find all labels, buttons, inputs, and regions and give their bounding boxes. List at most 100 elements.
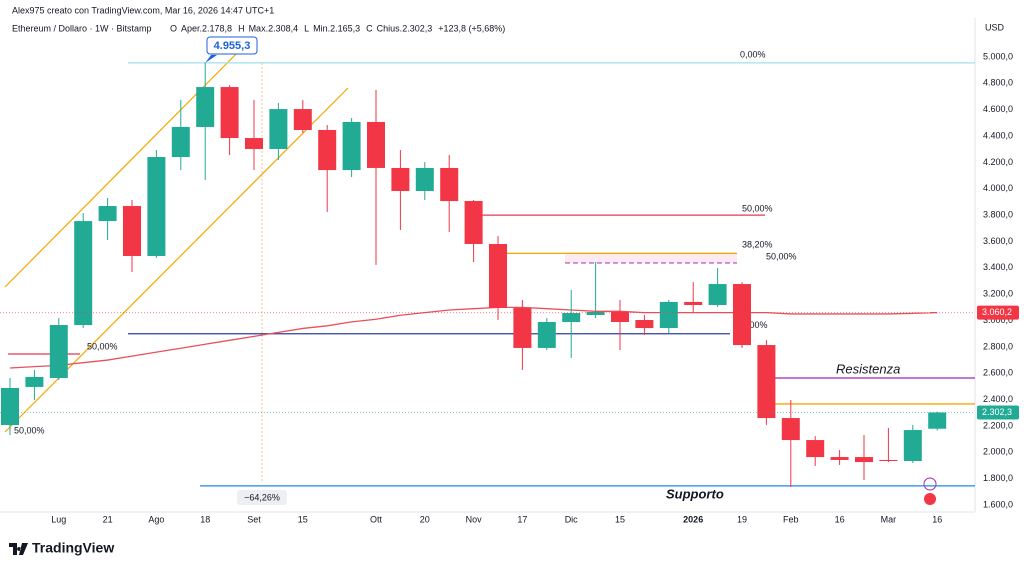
y-tick-label: 2.400,0 (983, 394, 1013, 404)
x-tick-label: Feb (783, 514, 799, 524)
x-tick-label: 16 (932, 514, 942, 524)
legend-key: H (238, 23, 245, 33)
x-tick-label: Dic (565, 514, 578, 524)
price-tag-label: 2.302,3 (982, 407, 1012, 417)
candle-body (123, 206, 141, 256)
candle-body (196, 87, 215, 127)
x-tick-label: 19 (737, 514, 747, 524)
legend-key: L (304, 23, 309, 33)
x-tick-label: Mar (881, 514, 897, 524)
price-tag (977, 405, 1019, 420)
candle-body (928, 412, 947, 429)
brand-logo: TradingView (9, 540, 114, 556)
y-tick-label: 2.200,0 (983, 420, 1013, 430)
legend-value: 2.165,3 (330, 23, 360, 33)
candle-body (415, 167, 434, 192)
level-label: 50,00% (742, 204, 773, 214)
y-tick-label: 3.000,0 (983, 315, 1013, 325)
level-label: 50,00% (766, 251, 797, 261)
x-tick-label: 21 (103, 514, 113, 524)
level-annotation: Resistenza (836, 361, 900, 376)
candle-body (25, 376, 44, 387)
callout-box (206, 36, 258, 55)
y-tick-label: 3.400,0 (983, 262, 1013, 272)
candle-body (220, 87, 239, 139)
candle-body (684, 301, 703, 305)
candle-body (342, 121, 361, 171)
level-label: 50,00% (14, 426, 45, 436)
candle-body (293, 109, 312, 131)
candle-body (367, 121, 385, 168)
level-label: 50,00% (87, 341, 118, 351)
candle-body (806, 440, 825, 458)
legend-change: +123,8 (+5,68%) (438, 23, 505, 33)
y-tick-label: 4.600,0 (983, 104, 1013, 114)
y-tick-label: 2.000,0 (983, 447, 1013, 457)
y-tick-label: 1.800,0 (983, 473, 1013, 483)
channel-line (4, 43, 247, 288)
x-tick-label: 17 (517, 514, 527, 524)
x-tick-label: 15 (615, 514, 625, 524)
y-tick-label: 1.600,0 (983, 499, 1013, 509)
x-tick-label: 20 (420, 514, 430, 524)
y-tick-label: 4.400,0 (983, 130, 1013, 140)
candle-body (74, 221, 93, 326)
x-tick-label: Lug (51, 514, 66, 524)
symbol: Ethereum / Dollaro · 1W · Bitstamp (12, 23, 152, 33)
candle-body (464, 201, 483, 244)
candle-body (611, 311, 629, 322)
candle-body (98, 206, 117, 222)
x-tick-label: Nov (466, 514, 483, 524)
legend-label: Aper. (181, 23, 202, 33)
x-tick-label: 2026 (683, 514, 703, 524)
candle-body (830, 457, 849, 460)
legend-value: 2.178,8 (202, 23, 232, 33)
candle-body (586, 311, 605, 316)
y-tick-label: 4.200,0 (983, 157, 1013, 167)
x-tick-label: 18 (200, 514, 210, 524)
level-annotation: Supporto (666, 486, 724, 501)
x-tick-label: Set (247, 514, 261, 524)
legend-label: Max. (249, 23, 269, 33)
zone-box (565, 253, 737, 263)
candle-body (147, 157, 166, 256)
candle-body (391, 167, 410, 192)
candle-body (49, 325, 68, 378)
price-tag-label: 3.060,2 (982, 307, 1012, 317)
candle-body (562, 313, 581, 322)
event-icon (923, 477, 937, 491)
legend-label: Chius. (377, 23, 403, 33)
y-tick-label: 3.600,0 (983, 236, 1013, 246)
candle-body (855, 457, 873, 463)
legend-key: O (170, 23, 177, 33)
candle-body (171, 126, 190, 158)
candle-body (513, 308, 532, 348)
y-tick-label: 3.200,0 (983, 289, 1013, 299)
candle-body (708, 284, 727, 305)
level-label: 50,00% (737, 320, 768, 330)
measure-label: −64,26% (244, 492, 280, 502)
x-tick-label: Ago (148, 514, 164, 524)
legend-value: 2.302,3 (402, 23, 432, 33)
price-tag (977, 305, 1019, 320)
price-unit: USD (985, 22, 1005, 32)
candle-body (659, 301, 678, 329)
candle-body (269, 109, 288, 149)
event-icon (924, 493, 936, 505)
y-tick-label: 5.000,0 (983, 51, 1013, 61)
x-tick-label: 15 (298, 514, 308, 524)
y-tick-label: 2.600,0 (983, 368, 1013, 378)
logo-icon (9, 543, 28, 555)
legend-label: Min. (313, 23, 330, 33)
candle-body (903, 430, 922, 462)
brand: TradingView (32, 540, 114, 556)
callout-label: 4.955,3 (214, 40, 251, 52)
candle-body (318, 130, 337, 171)
y-tick-label: 3.800,0 (983, 210, 1013, 220)
candle-body (1, 388, 19, 426)
candle-body (537, 321, 556, 348)
moving-average (9, 306, 938, 369)
candle-body (733, 284, 751, 346)
